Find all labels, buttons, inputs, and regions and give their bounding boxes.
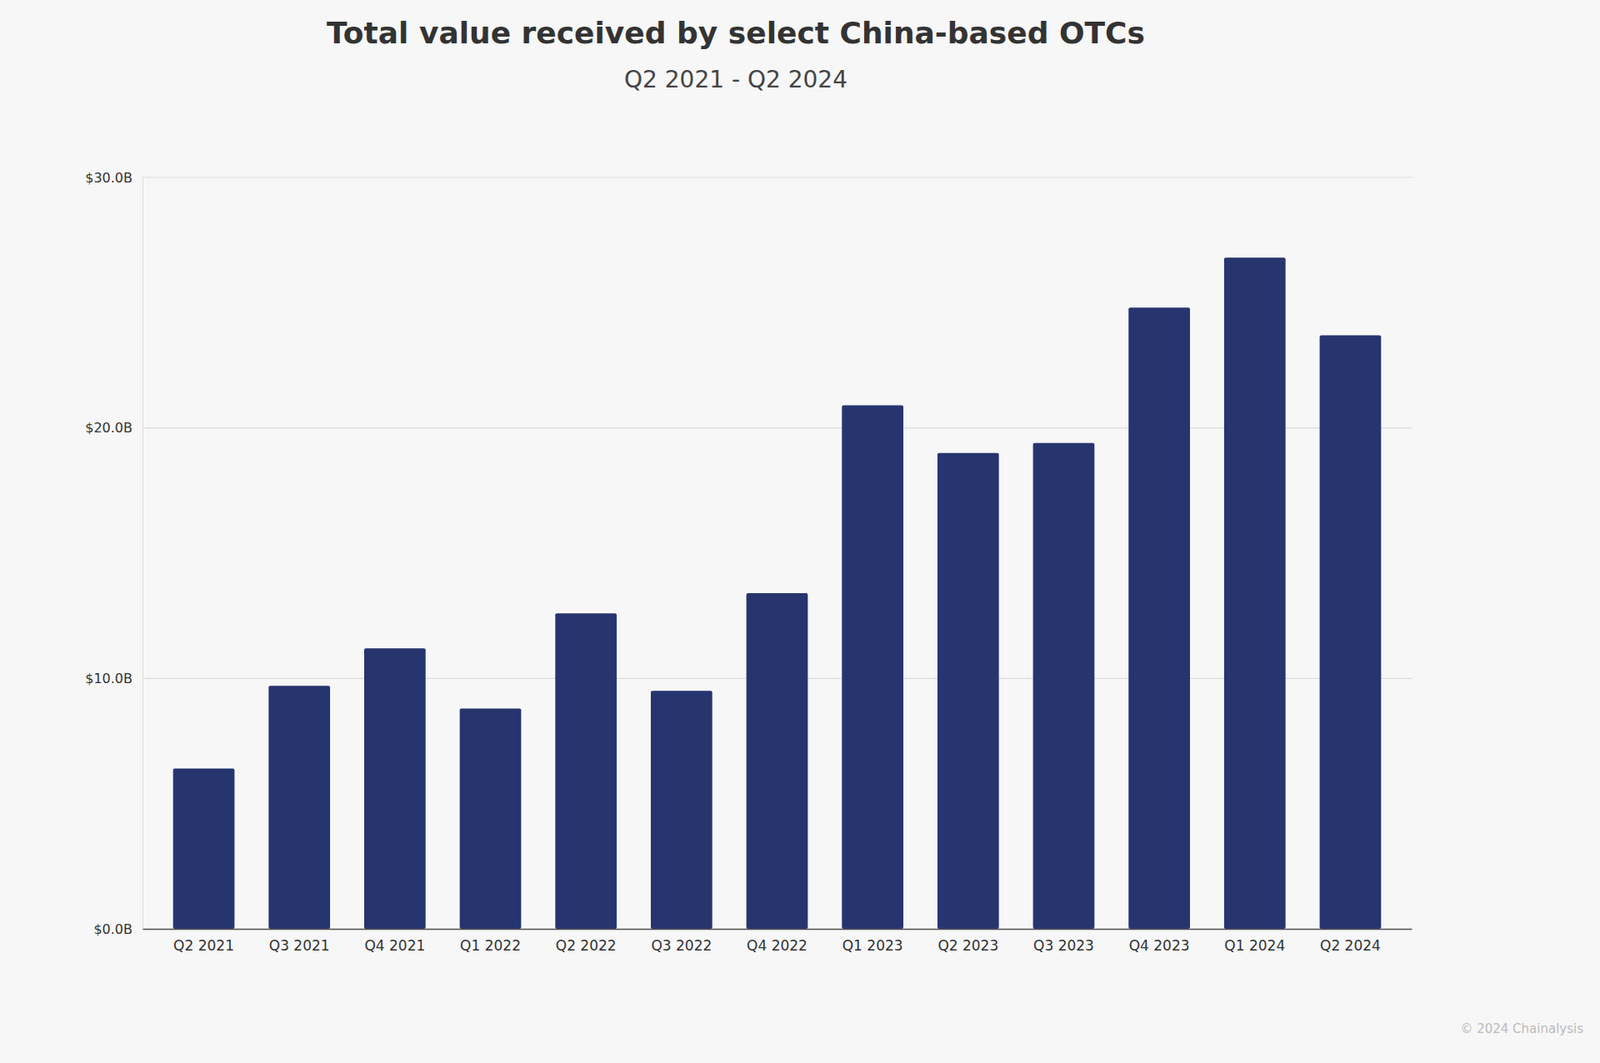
x-tick-label: Q3 2023 (1033, 937, 1095, 955)
grid (142, 177, 1412, 930)
annotation: © 2024 Chainalysis (1460, 1021, 1584, 1037)
y-tick: $30.0B (85, 170, 143, 186)
bar (555, 613, 617, 930)
background (0, 0, 1600, 1063)
x-tick-label: Q4 2023 (1129, 937, 1190, 955)
bar (364, 648, 426, 930)
x-tick: Q3 2022 (650, 929, 712, 955)
bars (173, 257, 1382, 930)
x-tick-label: Q1 2023 (842, 937, 904, 955)
x-tick: Q2 2021 (173, 929, 235, 955)
bar (937, 453, 1000, 930)
x-tick: Q4 2022 (746, 929, 808, 955)
x-tick-label: Q4 2021 (364, 937, 425, 955)
chart: $0.0B $10.0B $20.0B $30.0B Q2 2021 Q3 2021 Q4 … (0, 0, 1600, 1063)
x-tick: Q2 2022 (555, 929, 617, 955)
x-tick-label: Q1 2024 (1224, 937, 1285, 955)
y-tick-label: $10.0B (85, 670, 133, 687)
x-tick: Q4 2023 (1129, 929, 1190, 955)
y-tick-label: $20.0B (85, 420, 133, 436)
x-tick-label: Q3 2022 (650, 937, 712, 955)
y-tick: $20.0B (85, 420, 143, 436)
x-tick-label: Q2 2024 (1320, 937, 1381, 955)
y-axis: $0.0B $10.0B $20.0B $30.0B (85, 170, 143, 938)
bar (841, 405, 904, 930)
x-tick: Q3 2021 (269, 929, 330, 955)
x-tick: Q1 2022 (460, 929, 521, 955)
bar (1033, 443, 1095, 930)
x-tick-label: Q2 2022 (555, 937, 617, 955)
bar (650, 690, 713, 930)
bar (173, 769, 235, 930)
bar (1224, 257, 1286, 930)
subtitle: Q2 2021 - Q2 2024 (624, 65, 848, 94)
bar (268, 685, 330, 930)
bar (1128, 307, 1190, 930)
x-tick: Q2 2024 (1320, 929, 1381, 955)
y-tick-label: $0.0B (93, 921, 133, 938)
grid-line (142, 176, 1412, 178)
x-tick: Q4 2021 (364, 929, 425, 955)
x-tick-label: Q2 2023 (937, 937, 999, 955)
x-axis-line (143, 929, 1413, 931)
x-tick: Q2 2023 (937, 929, 999, 955)
x-axis: Q2 2021 Q3 2021 Q4 2021 Q1 2022 Q2 2022 Q3 20… (143, 929, 1413, 955)
x-tick-label: Q4 2022 (746, 937, 808, 955)
bar (1320, 335, 1382, 930)
bar (746, 593, 809, 930)
x-tick-label: Q3 2021 (269, 937, 330, 955)
x-tick: Q1 2024 (1224, 929, 1285, 955)
y-tick-label: $30.0B (85, 170, 133, 186)
bar (460, 708, 522, 930)
y-tick: $0.0B (93, 921, 143, 938)
y-axis-line (142, 178, 144, 930)
title: Total value received by select China-bas… (326, 15, 1145, 50)
x-tick-label: Q2 2021 (173, 937, 235, 955)
x-tick: Q1 2023 (842, 929, 904, 955)
x-tick: Q3 2023 (1033, 929, 1095, 955)
grid-line (142, 427, 1412, 429)
y-tick: $10.0B (85, 670, 143, 687)
x-tick-label: Q1 2022 (460, 937, 521, 955)
